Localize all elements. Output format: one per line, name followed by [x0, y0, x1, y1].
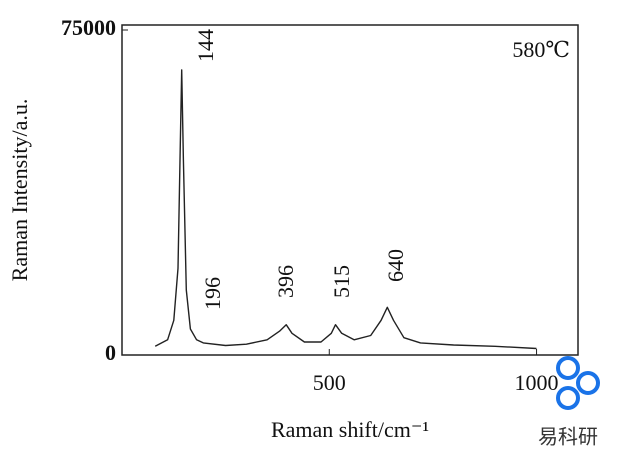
y-axis-label: Raman Intensity/a.u.: [7, 99, 32, 282]
peak-label: 196: [200, 277, 225, 310]
watermark-logo: [556, 356, 600, 410]
x-tick-label: 500: [313, 370, 346, 395]
peak-label: 515: [329, 265, 354, 298]
peak-label: 640: [383, 249, 408, 282]
peak-label: 144: [193, 29, 218, 62]
x-tick-label: 1000: [515, 370, 559, 395]
peak-label: 396: [273, 265, 298, 298]
x-axis-label: Raman shift/cm⁻¹: [271, 417, 429, 442]
y-tick-label: 0: [105, 340, 116, 365]
spectrum-line: [154, 69, 537, 350]
plot-frame: [121, 24, 579, 356]
y-tick-label: 75000: [61, 15, 116, 40]
condition-label: 580℃: [512, 37, 570, 62]
watermark-text: 易科研: [538, 425, 598, 449]
